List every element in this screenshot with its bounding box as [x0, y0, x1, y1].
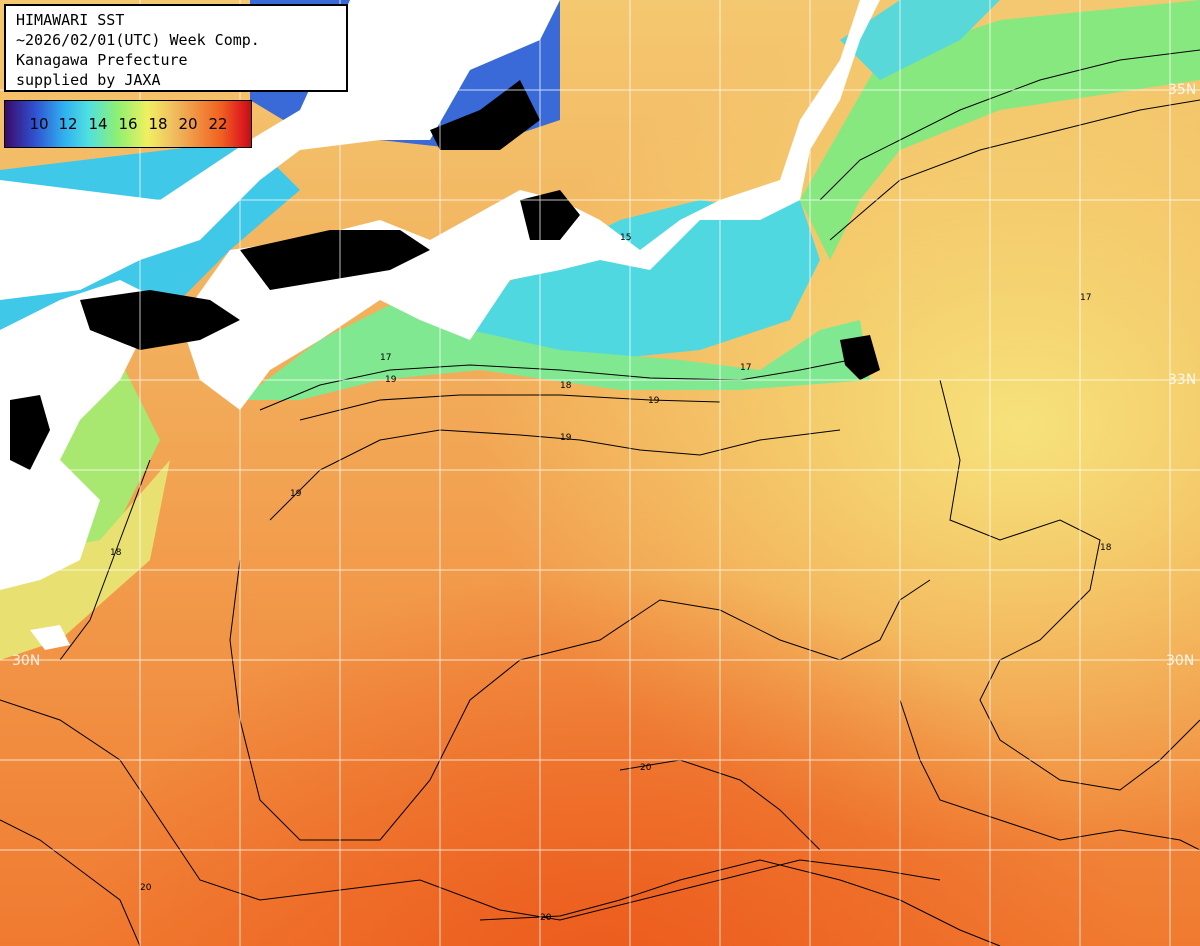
isotherm-label: 19	[560, 433, 572, 443]
title-credit: supplied by JAXA	[16, 71, 161, 89]
isotherm-contours	[0, 49, 1200, 946]
isotherm-label: 20	[140, 883, 152, 893]
legend-tick: 18	[148, 115, 168, 133]
legend-tick: 14	[88, 115, 108, 133]
isotherm-label: 17	[740, 363, 751, 373]
kii-peninsula-land	[180, 0, 1200, 410]
legend-tick: 20	[178, 115, 198, 133]
legend-tick: 16	[118, 115, 138, 133]
legend-tick: 12	[58, 115, 78, 133]
lat-label-30n: 30N	[1166, 653, 1195, 669]
coastal-cyan-band	[470, 200, 820, 360]
isotherm-label: 19	[385, 375, 397, 385]
isotherm-label: 20	[640, 763, 652, 773]
lat-label-30n-west: 30N	[12, 653, 41, 669]
coast-mask-kii	[520, 190, 580, 240]
title-date: ~2026/02/01(UTC) Week Comp.	[16, 31, 260, 49]
color-scale-legend: 10 12 14 16 18 20 22	[4, 100, 252, 148]
west-yellow-water	[0, 460, 170, 660]
isotherm-label: 20	[540, 913, 552, 923]
lat-label-35n-west: 35N	[12, 372, 41, 388]
isotherm-label: 17	[380, 353, 391, 363]
coast-mask-inland	[240, 230, 430, 290]
isotherm-label: 15	[620, 233, 631, 243]
coast-mask-north	[430, 80, 540, 150]
coast-mask-west	[80, 290, 240, 350]
title-box: HIMAWARI SST ~2026/02/01(UTC) Week Comp.…	[4, 4, 348, 92]
isotherm-label: 17	[1080, 293, 1091, 303]
shikoku-land	[0, 280, 160, 590]
lat-label-35n: 35N	[1168, 82, 1197, 98]
title-region: Kanagawa Prefecture	[16, 51, 188, 69]
legend-tick: 22	[208, 115, 228, 133]
isotherm-labels: 17 19 18 19 19 19 20 20 17 15 17 18 20 1…	[110, 233, 1112, 923]
isotherm-label: 19	[290, 489, 302, 499]
coast-mask-sagami	[840, 335, 880, 380]
coast-mask-left	[10, 395, 50, 470]
kyushu-tip-land	[30, 625, 70, 650]
isotherm-label: 18	[1100, 543, 1112, 553]
isotherm-label: 18	[560, 381, 572, 391]
coastal-green-band	[240, 300, 870, 400]
isotherm-label: 19	[648, 396, 660, 406]
title-product: HIMAWARI SST	[16, 11, 125, 29]
isotherm-label: 18	[110, 548, 122, 558]
lat-label-33n: 33N	[1168, 372, 1197, 388]
legend-tick: 10	[29, 115, 49, 133]
northeast-cyan-water	[840, 0, 1000, 80]
